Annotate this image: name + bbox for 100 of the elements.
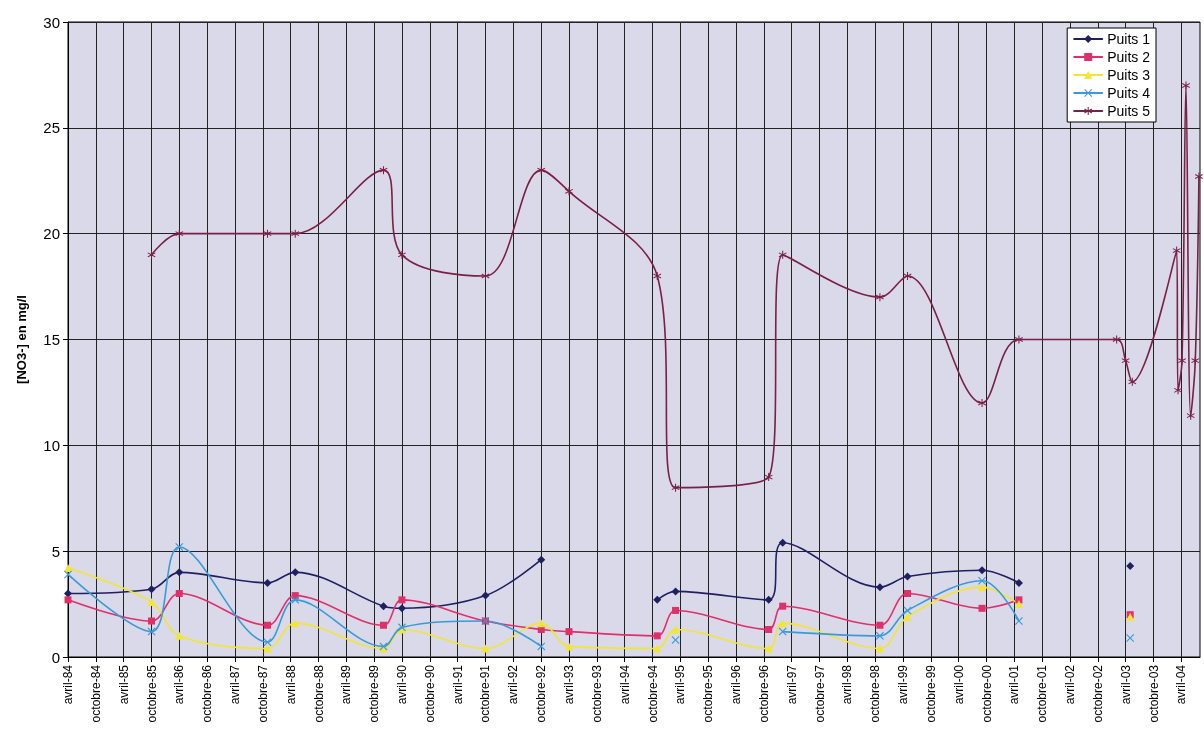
point: [671, 483, 680, 492]
point: [147, 597, 156, 606]
point: [291, 229, 300, 238]
point: [1128, 377, 1137, 386]
point: [779, 602, 787, 610]
point: [148, 617, 156, 625]
point: [64, 596, 72, 604]
point: [978, 566, 987, 575]
point: [875, 293, 884, 302]
legend-label: Puits 5: [1107, 103, 1151, 119]
point: [175, 542, 184, 551]
x-tick-label: avril-02: [1062, 664, 1077, 705]
x-tick-label: octobre-86: [200, 664, 215, 723]
point: [264, 621, 272, 629]
point: [1014, 335, 1023, 344]
legend-label: Puits 4: [1107, 85, 1151, 101]
y-tick-label: 25: [43, 119, 60, 137]
x-tick-label: avril-01: [1007, 664, 1022, 705]
x-tick-label: octobre-88: [311, 664, 326, 723]
point: [875, 583, 884, 592]
legend-label: Puits 1: [1107, 31, 1151, 47]
x-tick-label: avril-96: [729, 664, 744, 705]
x-tick-label: octobre-97: [812, 664, 827, 723]
point: [481, 644, 490, 653]
x-tick-label: octobre-87: [255, 664, 270, 723]
point: [175, 590, 183, 597]
point: [653, 272, 662, 280]
point: [537, 642, 546, 651]
point: [398, 596, 406, 604]
legend-label: Puits 2: [1107, 49, 1151, 65]
point: [1015, 596, 1023, 604]
point: [263, 638, 272, 647]
point: [671, 587, 680, 596]
point: [1126, 633, 1135, 642]
x-tick-label: octobre-98: [868, 664, 883, 723]
y-tick-label: 0: [51, 648, 60, 666]
point: [175, 631, 184, 640]
point: [764, 595, 773, 604]
x-tick-label: avril-88: [283, 664, 298, 705]
point: [380, 621, 387, 629]
x-tick-label: avril-85: [116, 664, 131, 705]
point: [175, 568, 184, 577]
point: [903, 572, 912, 581]
point: [778, 250, 787, 259]
x-tick-label: avril-90: [394, 664, 409, 705]
point: [147, 250, 156, 259]
point: [1186, 411, 1195, 420]
point: [481, 591, 490, 600]
point: [147, 585, 156, 594]
point: [1014, 600, 1023, 609]
point: [978, 583, 987, 592]
point: [875, 631, 884, 640]
point: [263, 644, 272, 653]
point: [1014, 578, 1023, 587]
point: [1112, 335, 1121, 344]
y-axis-title: [NO3-] en mg/l: [14, 295, 29, 384]
x-tick-label: avril-91: [450, 664, 465, 705]
point: [379, 166, 388, 175]
point: [537, 555, 546, 564]
x-tick-label: avril-99: [895, 664, 910, 705]
x-tick-label: octobre-95: [701, 664, 716, 723]
x-tick-label: avril-89: [339, 664, 354, 705]
point: [653, 644, 662, 653]
point: [481, 272, 490, 280]
x-tick-label: octobre-85: [144, 664, 159, 723]
point: [671, 636, 680, 645]
x-tick-label: octobre-03: [1146, 664, 1161, 723]
x-tick-label: octobre-90: [422, 664, 437, 723]
point: [875, 644, 884, 653]
x-tick-label: avril-92: [506, 664, 521, 705]
point: [765, 625, 773, 633]
y-tick-label: 20: [43, 225, 60, 243]
x-tick-label: avril-84: [61, 664, 75, 705]
point: [1191, 356, 1200, 365]
x-tick-label: avril-93: [561, 664, 576, 705]
x-tick-label: octobre-01: [1035, 664, 1050, 723]
x-tick-label: avril-86: [172, 664, 187, 705]
point: [876, 621, 884, 629]
y-tick-label: 30: [43, 13, 60, 31]
x-tick-label: avril-98: [840, 664, 855, 705]
x-tick-label: avril-87: [227, 664, 242, 705]
point: [778, 619, 787, 628]
point: [1194, 172, 1203, 181]
x-tick-label: avril-94: [617, 664, 632, 705]
x-tick-label: octobre-93: [589, 664, 604, 723]
y-tick-label: 15: [43, 331, 60, 348]
x-tick-label: avril-03: [1118, 664, 1133, 705]
x-tick-label: octobre-96: [756, 664, 771, 723]
x-tick-label: octobre-91: [478, 664, 493, 723]
y-tick-label: 5: [51, 542, 60, 560]
x-tick-label: avril-00: [951, 664, 966, 705]
point: [263, 578, 272, 587]
x-tick-label: avril-95: [673, 664, 688, 705]
point: [903, 272, 912, 280]
point: [291, 595, 300, 604]
point: [1174, 386, 1183, 395]
point: [565, 628, 573, 636]
point: [564, 642, 573, 651]
x-tick-label: octobre-92: [534, 664, 549, 723]
point: [653, 632, 661, 640]
